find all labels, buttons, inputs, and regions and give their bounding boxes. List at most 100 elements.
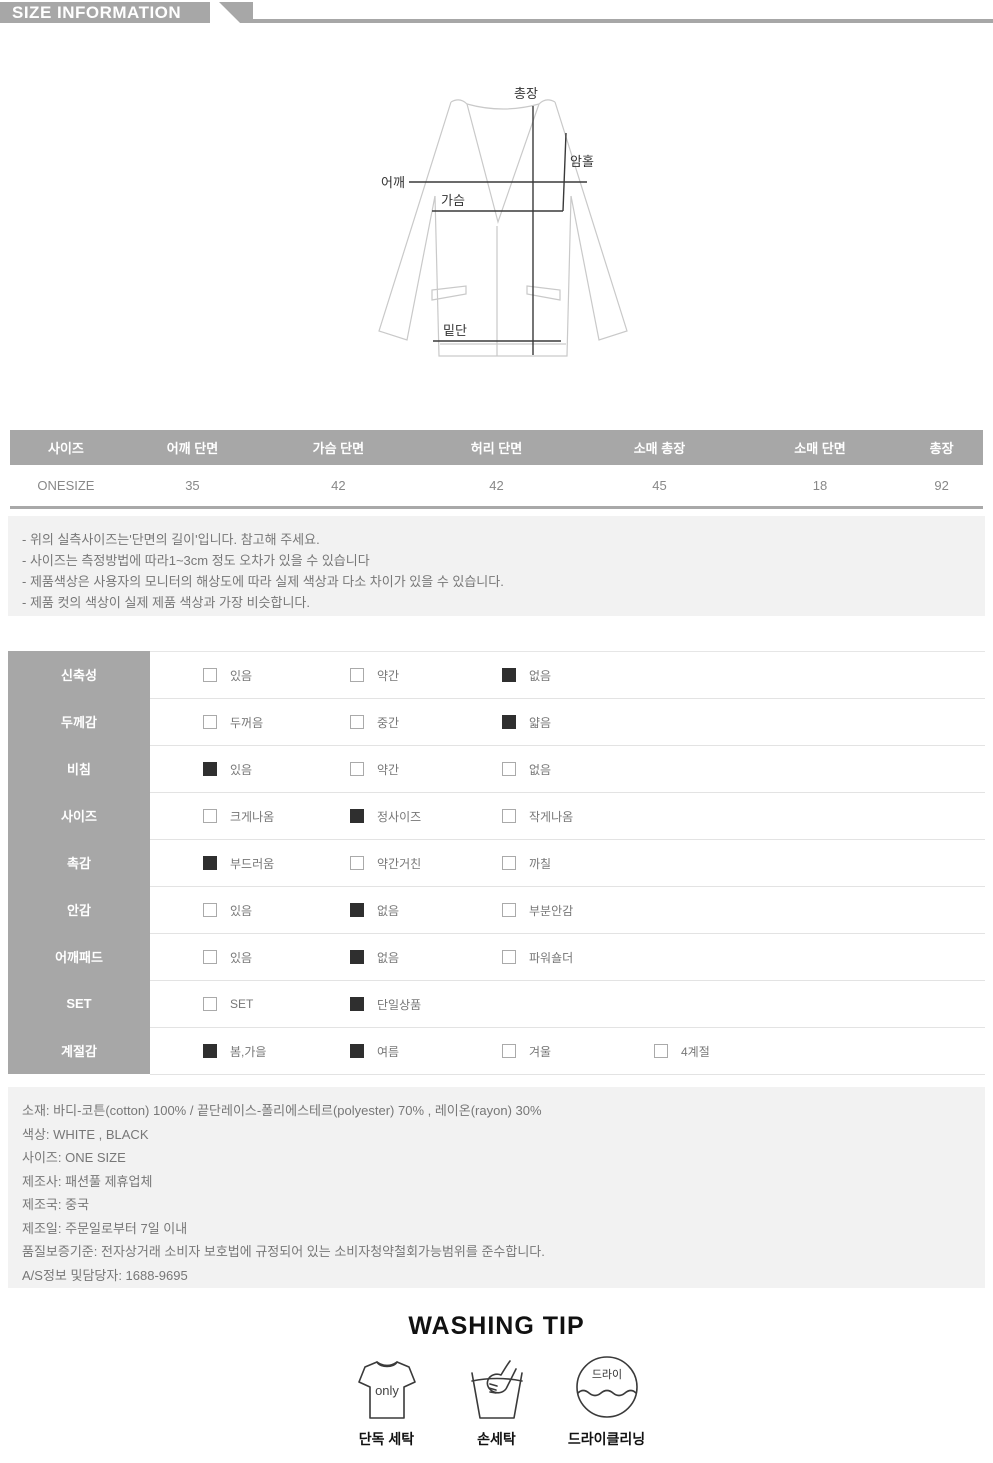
size-column-header: 소매 총장 <box>579 430 740 465</box>
attribute-option-label: 파워숄더 <box>529 950 574 965</box>
checkbox-checked-icon <box>502 715 516 729</box>
attribute-option: 약간거친 <box>350 840 421 886</box>
attribute-option: 얇음 <box>502 699 551 745</box>
size-column-header: 어깨 단면 <box>121 430 263 465</box>
attribute-option-label: 까칠 <box>529 856 552 871</box>
checkbox-unchecked-icon <box>350 856 364 870</box>
checkbox-unchecked-icon <box>350 715 364 729</box>
attribute-row: 크게나옴 정사이즈 작게나옴 <box>150 793 985 840</box>
attribute-row: 있음 약간 없음 <box>150 746 985 793</box>
attribute-option-label: SET <box>230 997 254 1011</box>
note-line: - 사이즈는 측정방법에 따라1~3cm 정도 오차가 있을 수 있습니다 <box>22 553 370 568</box>
hand-wash-icon <box>470 1360 523 1419</box>
attribute-option-label: 중간 <box>377 715 400 730</box>
attribute-row-label: 신축성 <box>61 668 97 683</box>
page-title: SIZE INFORMATION <box>0 2 210 23</box>
washing-caption: 손세탁 <box>477 1431 516 1447</box>
attribute-option: 중간 <box>350 699 399 745</box>
attribute-option-label: 봄,가을 <box>230 1044 267 1059</box>
attribute-option: 겨울 <box>502 1028 551 1074</box>
attribute-option-label: 부분안감 <box>529 903 574 918</box>
checkbox-unchecked-icon <box>502 903 516 917</box>
size-column-header: 가슴 단면 <box>262 430 414 465</box>
attribute-option-label: 약간 <box>377 762 400 777</box>
checkbox-unchecked-icon <box>654 1044 668 1058</box>
size-column-header: 허리 단면 <box>413 430 580 465</box>
checkbox-unchecked-icon <box>203 950 217 964</box>
attribute-option: 까칠 <box>502 840 551 886</box>
attribute-row-label: 계절감 <box>61 1044 97 1059</box>
attribute-option: 없음 <box>350 887 399 933</box>
attribute-row-label: 어깨패드 <box>55 950 103 965</box>
dry-clean-text: 드라이 <box>591 1368 621 1381</box>
size-column-header: 총장 <box>900 430 983 465</box>
dry-clean-icon: 드라이 <box>575 1356 638 1418</box>
attribute-option-label: 약간 <box>377 668 400 683</box>
attribute-option-label: 있음 <box>230 903 253 918</box>
attribute-row-label: SET <box>66 996 92 1011</box>
attribute-option-label: 없음 <box>377 950 400 965</box>
size-table-cell: 42 <box>413 465 580 508</box>
product-info-box: 소재: 바디-코튼(cotton) 100% / 끝단레이스-폴리에스테르(po… <box>8 1087 985 1288</box>
product-info-line: 제조국: 중국 <box>22 1197 90 1212</box>
section-title-bar: SIZE INFORMATION <box>0 2 993 23</box>
checkbox-unchecked-icon <box>350 762 364 776</box>
attribute-option-label: 있음 <box>230 950 253 965</box>
attribute-option: 부분안감 <box>502 887 573 933</box>
diagram-label-hem: 밑단 <box>443 323 467 338</box>
attribute-option-label: 없음 <box>377 903 400 918</box>
product-info-line: 사이즈: ONE SIZE <box>22 1150 126 1165</box>
attribute-option-label: 단일상품 <box>377 997 422 1012</box>
attribute-option: 단일상품 <box>350 981 421 1027</box>
checkbox-unchecked-icon <box>203 715 217 729</box>
attribute-row-label: 비침 <box>67 762 91 777</box>
diagram-label-total-length: 총장 <box>514 86 538 101</box>
attribute-label-column: 신축성 두께감 비침 사이즈 촉감 안감 어깨패드 SET 계절감 <box>8 651 150 1074</box>
attribute-option: 약간 <box>350 746 399 792</box>
attribute-option: 있음 <box>203 887 252 933</box>
size-notes-box: - 위의 실측사이즈는'단면의 길이'입니다. 참고해 주세요. - 사이즈는 측… <box>8 516 985 616</box>
attribute-option-label: 약간거친 <box>377 856 422 871</box>
attribute-row-label: 촉감 <box>67 856 91 871</box>
attribute-option: 크게나옴 <box>203 793 274 839</box>
washing-tip-title: WASHING TIP <box>408 1312 585 1340</box>
checkbox-unchecked-icon <box>502 809 516 823</box>
size-column-header: 소매 단면 <box>739 430 901 465</box>
attribute-option: 정사이즈 <box>350 793 421 839</box>
product-info-line: 소재: 바디-코튼(cotton) 100% / 끝단레이스-폴리에스테르(po… <box>22 1103 542 1118</box>
attribute-option-label: 두꺼음 <box>230 715 264 730</box>
attribute-option-label: 없음 <box>529 762 552 777</box>
attribute-option: 부드러움 <box>203 840 274 886</box>
checkbox-checked-icon <box>203 762 217 776</box>
attribute-option: 두꺼음 <box>203 699 263 745</box>
attribute-option-label: 정사이즈 <box>377 809 422 824</box>
attribute-option: 없음 <box>502 652 551 698</box>
checkbox-checked-icon <box>350 950 364 964</box>
product-info-line: 색상: WHITE , BLACK <box>22 1126 149 1142</box>
attribute-option-label: 부드러움 <box>230 856 275 871</box>
attribute-option-label: 겨울 <box>529 1044 552 1059</box>
checkbox-unchecked-icon <box>502 1044 516 1058</box>
product-info-line: 제조일: 주문일로부터 7일 이내 <box>22 1220 188 1236</box>
product-info-line: A/S정보 및담당자: 1688-9695 <box>22 1267 188 1283</box>
attribute-row-label: 사이즈 <box>61 809 97 824</box>
attribute-option: 4계절 <box>654 1028 710 1074</box>
checkbox-checked-icon <box>350 903 364 917</box>
checkbox-unchecked-icon <box>203 809 217 823</box>
attribute-option: 있음 <box>203 652 252 698</box>
size-table-cell: ONESIZE <box>10 465 122 508</box>
attribute-option-label: 여름 <box>377 1044 400 1059</box>
checkbox-checked-icon <box>502 668 516 682</box>
washing-caption: 드라이클리닝 <box>567 1431 646 1447</box>
product-info-line: 품질보증기준: 전자상거래 소비자 보호법에 규정되어 있는 소비자청약철회가능… <box>22 1244 545 1259</box>
washing-tip-section: WASHING TIP only 단독 세탁 손세탁 드라이 <box>0 1312 993 1449</box>
note-line: - 제품색상은 사용자의 모니터의 해상도에 따라 실제 색상과 다소 차이가 … <box>22 574 504 589</box>
attribute-option: 있음 <box>203 934 252 980</box>
washing-caption: 단독 세탁 <box>358 1431 415 1447</box>
attribute-row: 봄,가을 여름 겨울 4계절 <box>150 1028 985 1075</box>
diagram-label-armhole: 암홀 <box>570 154 594 169</box>
washing-item-separate-wash: only 단독 세탁 <box>339 1357 435 1449</box>
size-table-cell: 42 <box>262 465 414 508</box>
attribute-option-label: 없음 <box>529 668 552 683</box>
attribute-option-label: 있음 <box>230 668 253 683</box>
